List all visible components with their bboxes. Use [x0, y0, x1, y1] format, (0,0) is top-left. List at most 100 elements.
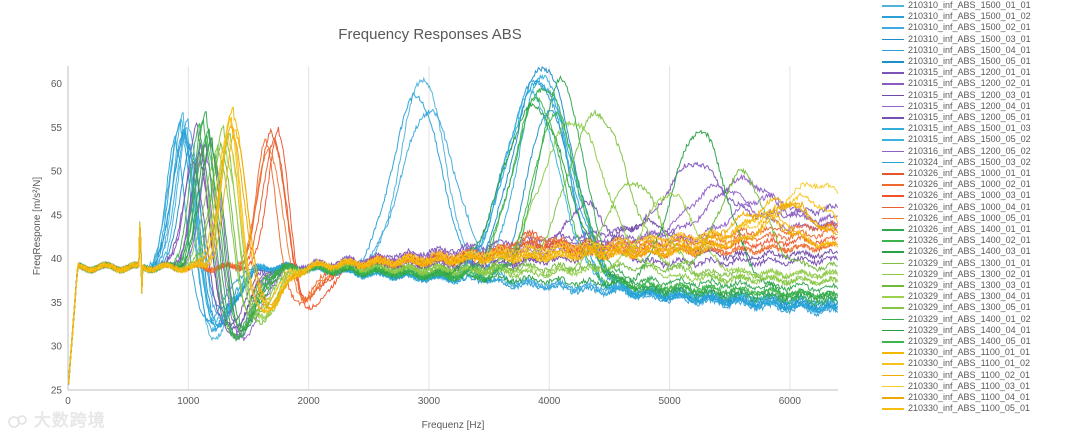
x-tick-label: 1000 [177, 396, 200, 407]
legend-label: 210324_inf_ABS_1500_03_02 [908, 156, 1031, 167]
chart-title: Frequency Responses ABS [338, 26, 522, 43]
legend-label: 210330_inf_ABS_1100_03_01 [908, 380, 1030, 391]
legend-label: 210330_inf_ABS_1100_02_01 [908, 369, 1030, 380]
legend-swatch [882, 240, 904, 242]
legend-swatch [882, 117, 904, 119]
watermark: 大数跨境 [8, 406, 106, 431]
legend-swatch [882, 105, 904, 108]
x-tick-label: 0 [65, 396, 71, 407]
x-tick-label: 2000 [298, 396, 321, 407]
legend-swatch [882, 83, 904, 85]
x-tick-label: 5000 [658, 396, 681, 407]
legend-label: 210326_inf_ABS_1000_01_01 [908, 168, 1031, 178]
legend-swatch [882, 285, 904, 287]
legend-label: 210310_inf_ABS_1500_05_01 [908, 56, 1031, 66]
legend-label: 210329_inf_ABS_1300_03_01 [908, 280, 1031, 290]
legend-swatch [882, 195, 904, 197]
legend-swatch [882, 27, 904, 29]
legend-swatch [882, 296, 904, 298]
plot-area: 0 1000 2000 3000 4000 5000 6000 25 30 35 40 45 50 55 6… [32, 66, 839, 431]
legend-swatch [882, 329, 904, 332]
legend-swatch [882, 16, 904, 18]
series-line [68, 150, 839, 382]
series-line [68, 111, 839, 385]
legend-label: 210310_inf_ABS_1500_04_01 [908, 44, 1031, 55]
legend-swatch [882, 262, 904, 265]
y-tick-label: 55 [51, 123, 63, 134]
legend-label: 210330_inf_ABS_1100_04_01 [908, 392, 1030, 402]
y-tick-label: 30 [51, 342, 63, 353]
bubble-logo-icon [8, 414, 27, 428]
legend-swatch [882, 173, 904, 175]
legend-label: 210326_inf_ABS_1000_03_01 [908, 190, 1031, 201]
tick-labels: 0 1000 2000 3000 4000 5000 6000 25 30 35 40 45 50 55 6… [51, 79, 802, 407]
legend-label: 210326_inf_ABS_1000_04_01 [908, 201, 1031, 212]
legend-swatch [882, 161, 904, 164]
series-line [68, 73, 838, 384]
legend-swatch [882, 5, 904, 7]
legend-swatch [882, 184, 904, 186]
x-axis-label: Frequenz [Hz] [422, 420, 485, 431]
legend-swatch [882, 273, 904, 276]
legend-swatch [882, 72, 904, 74]
legend-label: 210315_inf_ABS_1200_03_01 [908, 89, 1031, 100]
legend-label: 210329_inf_ABS_1300_05_01 [908, 302, 1031, 313]
y-tick-label: 25 [51, 386, 63, 397]
legend-swatch [882, 397, 904, 399]
legend-swatch [882, 206, 904, 209]
legend-swatch [882, 229, 904, 231]
legend-label: 210310_inf_ABS_1500_01_02 [908, 11, 1031, 22]
legend-swatch [882, 49, 904, 52]
legend-swatch [882, 352, 904, 354]
legend-label: 210316_inf_ABS_1200_05_02 [908, 145, 1031, 156]
legend-label: 210315_inf_ABS_1200_04_01 [908, 100, 1031, 111]
watermark-text: 大数跨境 [33, 411, 106, 430]
legend-label: 210329_inf_ABS_1400_05_01 [908, 336, 1031, 346]
series-line [68, 86, 839, 383]
y-tick-label: 60 [51, 79, 63, 90]
legend-swatch [882, 251, 904, 253]
legend-label: 210326_inf_ABS_1400_01_01 [908, 224, 1031, 234]
legend-swatch [882, 408, 904, 410]
legend-swatch [882, 307, 904, 309]
legend-label: 210315_inf_ABS_1500_01_03 [908, 123, 1031, 134]
series-line [68, 116, 839, 385]
y-axis-label: FreqRespone [m/s²/N] [32, 177, 43, 276]
legend-label: 210329_inf_ABS_1400_01_02 [908, 313, 1031, 324]
legend-label: 210330_inf_ABS_1100_05_01 [908, 403, 1030, 414]
y-tick-label: 35 [51, 298, 63, 309]
series-line [68, 150, 839, 381]
series-line [68, 144, 838, 382]
legend-label: 210330_inf_ABS_1100_01_01 [908, 347, 1030, 358]
legend-label: 210315_inf_ABS_1200_02_01 [908, 78, 1031, 89]
legend-label: 210330_inf_ABS_1100_01_02 [908, 358, 1030, 369]
legend-label: 210315_inf_ABS_1500_05_02 [908, 134, 1031, 145]
series-lines [68, 66, 839, 385]
series-line [68, 66, 838, 383]
series-line [68, 121, 839, 385]
legend-label: 210315_inf_ABS_1200_01_01 [908, 67, 1031, 78]
legend-swatch [882, 217, 904, 220]
x-tick-label: 3000 [418, 396, 441, 407]
series-line [68, 76, 839, 385]
legend-label: 210326_inf_ABS_1000_05_01 [908, 212, 1031, 223]
legend-swatch [882, 385, 904, 388]
legend-label: 210329_inf_ABS_1400_04_01 [908, 324, 1031, 335]
legend-swatch [882, 139, 904, 141]
legend-swatch [882, 38, 904, 41]
legend-swatch [882, 318, 904, 321]
y-tick-label: 50 [51, 167, 63, 178]
legend-swatch [882, 363, 904, 365]
axes [67, 66, 838, 391]
legend-label: 210310_inf_ABS_1500_01_01 [908, 0, 1031, 10]
y-tick-label: 45 [51, 210, 63, 221]
legend-label: 210315_inf_ABS_1200_05_01 [908, 112, 1031, 122]
legend-swatch [882, 128, 904, 130]
legend-swatch [882, 341, 904, 343]
legend-label: 210329_inf_ABS_1300_01_01 [908, 257, 1031, 268]
legend: 210310_inf_ABS_1500_01_01 210310_inf_ABS_… [878, 0, 1080, 439]
legend-label: 210329_inf_ABS_1300_02_01 [908, 268, 1031, 279]
series-line [68, 129, 839, 383]
legend-swatch [882, 94, 904, 97]
legend-label: 210326_inf_ABS_1400_02_01 [908, 235, 1031, 246]
